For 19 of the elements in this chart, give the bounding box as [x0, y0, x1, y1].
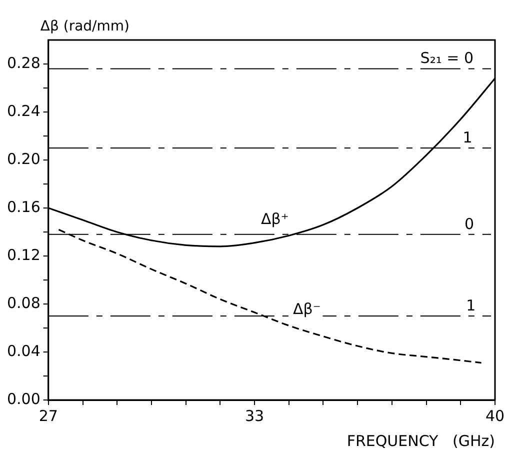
y-axis-title: Δβ (rad/mm): [40, 18, 130, 35]
y-tick-label: 0.00: [6, 390, 40, 408]
y-tick-label: 0.24: [6, 102, 40, 120]
y-tick-label: 0.20: [6, 150, 40, 168]
annotation: 1: [462, 128, 472, 146]
y-tick-label: 0.16: [6, 198, 40, 216]
annotation: 0: [464, 214, 474, 233]
annotation: S₂₁ = 0: [420, 49, 474, 68]
y-tick-label: 0.08: [6, 294, 40, 312]
x-tick-label: 33: [244, 406, 264, 425]
x-tick-label: 27: [38, 406, 58, 425]
y-tick-label: 0.04: [6, 342, 40, 360]
y-tick-label: 0.28: [6, 54, 40, 72]
series-label: Δβ⁻: [292, 300, 321, 318]
y-tick-label: 0.12: [6, 246, 40, 264]
x-axis-title: FREQUENCY (GHz): [346, 432, 495, 450]
x-tick-label: 40: [485, 406, 505, 425]
annotation: 1: [466, 296, 476, 314]
series-label: Δβ⁺: [260, 210, 289, 228]
